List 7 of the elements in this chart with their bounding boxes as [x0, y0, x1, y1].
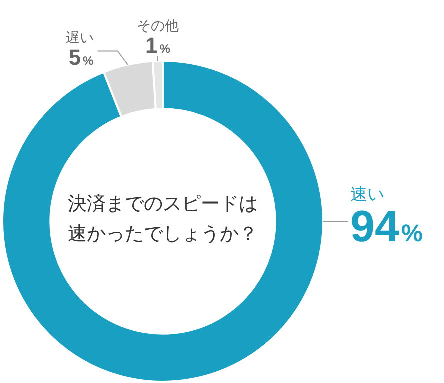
data-label: 94%	[350, 202, 423, 252]
slice-label: 遅い	[66, 30, 94, 46]
slice-label: その他	[136, 17, 179, 34]
data-label: 5%	[68, 45, 94, 70]
slice-label: 速い	[350, 185, 384, 204]
text: 決済までのスピードは速かったでしょうか？	[67, 193, 259, 247]
data-label: 1%	[145, 33, 171, 58]
